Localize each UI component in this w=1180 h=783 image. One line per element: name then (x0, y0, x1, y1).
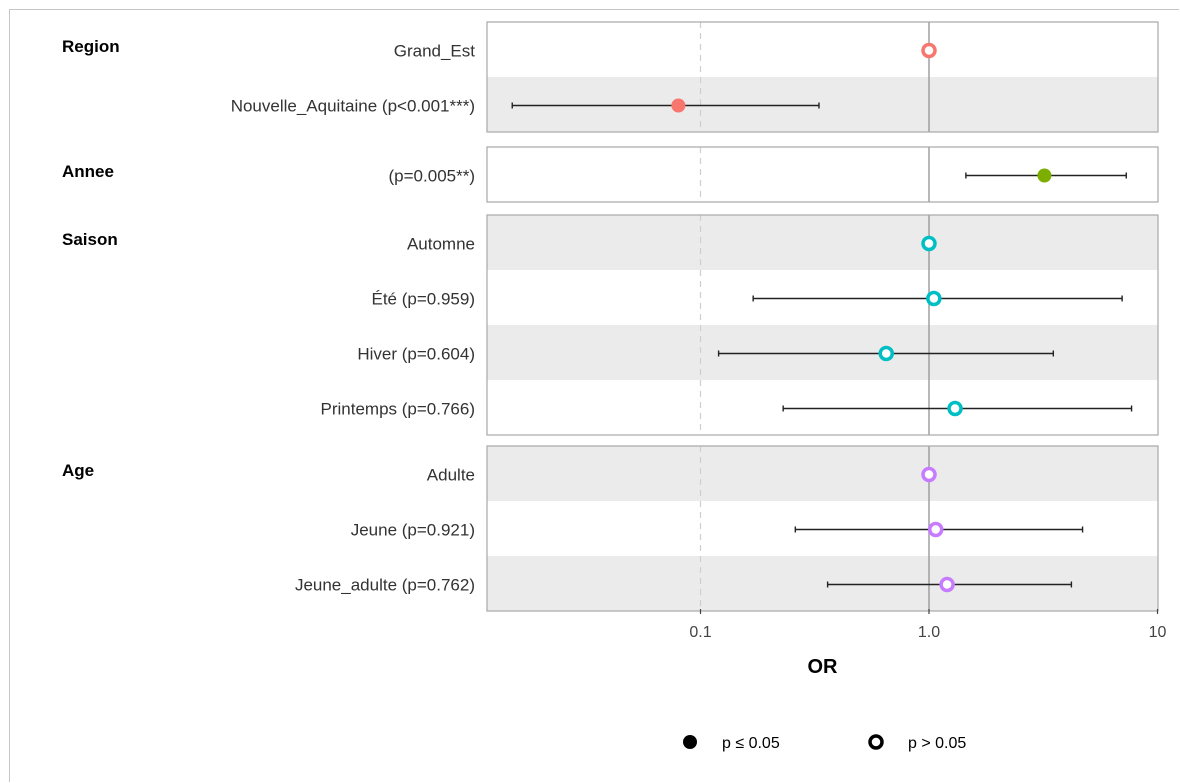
group-label: Annee (62, 162, 114, 181)
group-label: Age (62, 461, 94, 480)
legend-symbol-filled (683, 735, 697, 749)
row-label: (p=0.005**) (389, 167, 475, 186)
group-saison: Saison Automne Été (p=0.959) Hiver (p=0.604… (62, 230, 1133, 419)
row-label: Automne (407, 235, 475, 254)
or-point (921, 466, 937, 483)
row-stripe (487, 77, 1158, 132)
or-point (878, 345, 895, 362)
or-point (947, 400, 963, 417)
x-axis-title: OR (808, 656, 839, 678)
row-label: Grand_Est (394, 42, 476, 61)
row-stripe (487, 215, 1158, 270)
row-stripe (487, 325, 1158, 380)
or-point (927, 521, 944, 538)
or-point (926, 290, 942, 307)
panel-border (486, 214, 1159, 436)
panel-border (486, 21, 1159, 133)
x-tick-label: 1.0 (918, 624, 940, 641)
group-annee: Annee (p=0.005**) (62, 162, 1127, 186)
panel-border (486, 445, 1159, 612)
legend-label: p > 0.05 (908, 735, 966, 752)
row-label: Adulte (427, 466, 475, 485)
chart-frame (9, 9, 1179, 782)
legend: p ≤ 0.05 p > 0.05 (683, 734, 966, 752)
or-point (1037, 168, 1052, 183)
row-label: Nouvelle_Aquitaine (p<0.001***) (231, 97, 475, 116)
group-age: Age Adulte Jeune (p=0.921) Jeune_adulte (p=… (62, 461, 1084, 595)
group-label: Saison (62, 230, 118, 249)
legend-label: p ≤ 0.05 (722, 735, 780, 752)
legend-symbol-open (868, 734, 884, 750)
x-axis: 0.1 1.0 10 OR (689, 609, 1167, 678)
row-label: Jeune_adulte (p=0.762) (295, 576, 475, 595)
row-label: Été (p=0.959) (372, 290, 476, 309)
row-stripe (487, 446, 1158, 501)
or-point (921, 235, 937, 252)
x-tick-label: 0.1 (689, 624, 711, 641)
panel-border (486, 146, 1159, 203)
row-label: Printemps (p=0.766) (321, 400, 476, 419)
plot-panels (486, 21, 1159, 612)
group-label: Region (62, 37, 120, 56)
or-point (921, 42, 937, 59)
row-label: Hiver (p=0.604) (357, 345, 475, 364)
group-region: Region Grand_Est Nouvelle_Aquitaine (p<0.0… (62, 37, 937, 116)
or-point (939, 576, 955, 593)
x-tick-label: 10 (1149, 624, 1167, 641)
row-stripe (487, 556, 1158, 611)
row-label: Jeune (p=0.921) (351, 521, 475, 540)
or-point (671, 98, 686, 113)
